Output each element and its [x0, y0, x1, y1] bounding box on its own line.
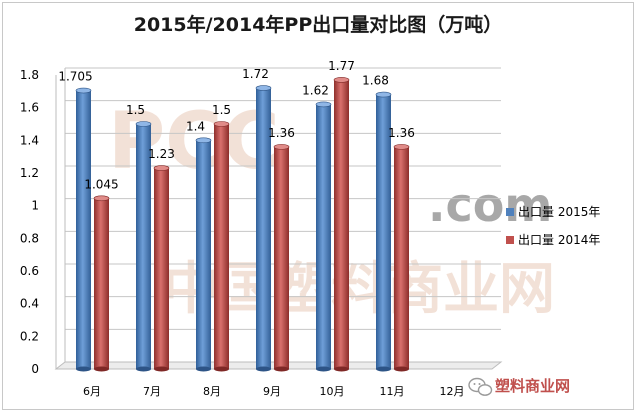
bar-top	[75, 87, 92, 94]
legend-label: 出口量 2014年	[518, 233, 600, 247]
bar	[333, 77, 350, 372]
data-label: 1.4	[186, 119, 205, 133]
x-tick-label: 7月	[143, 385, 161, 398]
data-label: 1.77	[328, 59, 355, 73]
y-tick-label: 0.2	[20, 329, 39, 343]
y-tick-label: 1.8	[20, 68, 39, 82]
bar	[213, 121, 230, 372]
bar-body	[256, 88, 271, 370]
y-tick-label: 1.4	[20, 133, 39, 147]
bar-base	[214, 366, 229, 372]
bar-base	[76, 366, 91, 372]
bar-top	[213, 121, 230, 127]
x-axis: 6月 7月 8月 9月 10月 11月 12月	[83, 385, 465, 398]
bar-body	[394, 146, 409, 369]
x-tick-label: 11月	[380, 385, 405, 398]
bar-body	[154, 168, 169, 369]
y-tick-label: 0.4	[20, 297, 39, 311]
watermark: PCC .com 中国塑料商业网	[108, 97, 555, 322]
signature-text: 塑料商业网	[495, 377, 570, 395]
y-axis: 0 0.2 0.4 0.6 0.8 1 1.2 1.4 1.6 1.8	[20, 68, 39, 376]
bar-body	[76, 90, 91, 370]
y-tick-label: 0.6	[20, 264, 39, 278]
data-label: 1.36	[268, 126, 295, 140]
bar-body	[214, 124, 229, 369]
bar-body	[196, 140, 211, 369]
bar	[393, 144, 410, 372]
bar-top	[333, 77, 350, 83]
legend-swatch	[506, 236, 514, 244]
data-label: 1.5	[126, 103, 145, 117]
bar-body	[316, 104, 331, 370]
x-tick-label: 12月	[440, 385, 465, 398]
bar-base	[196, 366, 211, 372]
bar-base	[376, 366, 391, 372]
y-tick-label: 1	[31, 199, 39, 213]
bar-top	[93, 195, 110, 202]
x-tick-label: 6月	[83, 385, 101, 398]
legend-label: 出口量 2015年	[518, 205, 600, 219]
bar-body	[334, 79, 349, 370]
bar-base	[94, 366, 109, 372]
bar-top	[375, 91, 392, 98]
x-tick-label: 9月	[263, 385, 281, 398]
bar	[93, 195, 110, 372]
y-tick-label: 1.2	[20, 166, 39, 180]
x-tick-label: 10月	[320, 385, 345, 398]
bar-base	[136, 366, 151, 372]
y-tick-label: 0.8	[20, 231, 39, 245]
watermark-domain: .com	[428, 178, 552, 232]
bar-body	[274, 146, 289, 369]
bar-base	[394, 366, 409, 372]
bar-base	[154, 366, 169, 372]
data-label: 1.36	[388, 126, 415, 140]
bar	[375, 91, 392, 372]
bar-top	[195, 137, 212, 144]
bar-base	[316, 366, 331, 372]
bar-base	[274, 366, 289, 372]
y-tick-label: 0	[31, 362, 39, 376]
bar	[75, 87, 92, 372]
x-tick-label: 8月	[203, 385, 221, 398]
bar	[195, 137, 212, 372]
bar	[153, 165, 170, 372]
bar-body	[376, 94, 391, 369]
bar-top	[135, 121, 152, 127]
bar-top	[273, 144, 290, 150]
data-label: 1.5	[212, 103, 231, 117]
signature: 塑料商业网	[468, 377, 570, 396]
bar	[135, 121, 152, 372]
data-label: 1.72	[242, 67, 269, 81]
wechat-icon	[468, 377, 493, 396]
data-label: 1.23	[148, 147, 175, 161]
bar-base	[334, 366, 349, 372]
bar-top	[315, 101, 332, 108]
bar-top	[255, 85, 272, 91]
bar-body	[136, 124, 151, 369]
data-label: 1.62	[302, 83, 329, 97]
bar-top	[393, 144, 410, 150]
bar-top	[153, 165, 170, 171]
bar-body	[94, 198, 109, 369]
legend-swatch	[506, 208, 514, 216]
bar	[255, 85, 272, 372]
bar	[273, 144, 290, 372]
chart-svg: 2015年/2014年PP出口量对比图（万吨） PCC .com 中国塑料商业网…	[20, 13, 600, 398]
bar-base	[256, 366, 271, 372]
chart-title: 2015年/2014年PP出口量对比图（万吨）	[134, 13, 503, 36]
bars: 1.705 1.045 1.5 1.23 1.4 1.5 1.72 1.36 1.62 1.77 1…	[58, 59, 415, 372]
data-label: 1.68	[362, 74, 389, 88]
data-label: 1.045	[84, 177, 118, 191]
data-label: 1.705	[58, 70, 92, 84]
bar	[315, 101, 332, 372]
y-tick-label: 1.6	[20, 101, 39, 115]
